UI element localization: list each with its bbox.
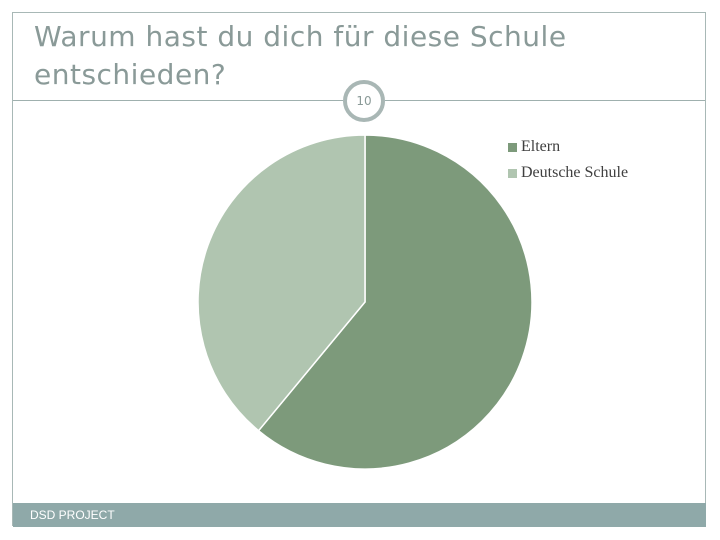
title-divider-left — [13, 100, 343, 101]
title-divider-right — [385, 100, 705, 101]
legend-swatch-eltern — [508, 142, 517, 152]
pie-slice-deutsche-schule — [197, 134, 366, 432]
chart-legend: Eltern Deutsche Schule — [508, 134, 628, 186]
footer-bar — [13, 503, 706, 527]
legend-label-deutsche-schule: Deutsche Schule — [521, 164, 629, 181]
pie-slice-eltern — [257, 134, 533, 470]
legend-item-eltern: Eltern — [508, 134, 628, 160]
footer-text: DSD PROJECT — [30, 508, 115, 522]
slide-number-badge: 10 — [343, 80, 385, 122]
legend-item-deutsche-schule: Deutsche Schule — [508, 160, 628, 186]
legend-swatch-deutsche-schule — [508, 168, 517, 178]
slide-title: Warum hast du dich für diese Schule ents… — [34, 20, 567, 91]
legend-label-eltern: Eltern — [521, 138, 561, 155]
